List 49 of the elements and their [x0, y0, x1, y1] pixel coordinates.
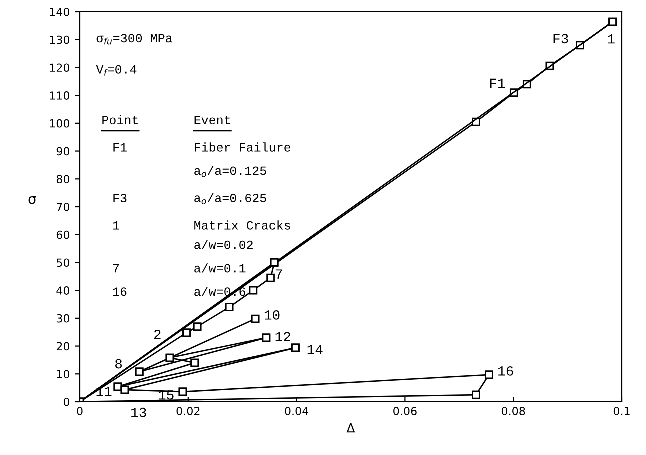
annotation: 7	[276, 270, 282, 279]
y-tick-label: 40	[56, 286, 70, 295]
x-axis-title: Δ	[346, 424, 356, 433]
x-tick-label: 0	[77, 407, 83, 416]
x-tick-label: 0.02	[176, 407, 200, 416]
y-tick-label: 120	[50, 64, 70, 72]
x-tick-label: 0.1	[614, 407, 630, 416]
annotation: 16	[113, 288, 127, 296]
annotation: Fiber Failure	[195, 142, 291, 152]
annotation: a/w=0.02	[194, 240, 253, 250]
annotation: F3	[114, 194, 127, 203]
annotation: 12	[276, 332, 290, 342]
y-axis-title: σ	[28, 196, 36, 204]
annotation: 16	[498, 366, 514, 376]
annotation: F3	[554, 34, 568, 44]
y-tick-label: 140	[50, 8, 70, 16]
y-tick-label: 70	[57, 202, 70, 212]
y-tick-label: 20	[56, 342, 70, 351]
y-tick-label: 110	[50, 92, 70, 100]
annotation: 14	[308, 345, 323, 354]
y-tick-label: 10	[57, 370, 70, 379]
annotation: 8	[116, 359, 122, 369]
y-tick-label: 80	[56, 175, 70, 184]
annotation: 2	[154, 330, 161, 340]
annotation: Event	[194, 116, 230, 125]
y-tick-label: 90	[56, 147, 70, 156]
y-tick-label: 30	[56, 314, 70, 323]
annotation: F1	[490, 78, 506, 88]
annotation: 10	[264, 310, 280, 320]
annotation: σ$_{fu}$=300 MPa	[96, 34, 172, 45]
x-tick-label: 0.08	[502, 407, 526, 416]
y-tick-label: 0	[64, 398, 70, 406]
y-tick-label: 50	[56, 258, 70, 268]
annotation: V$_{f}$=0.4	[96, 65, 137, 76]
annotation: F1	[114, 144, 127, 152]
y-tick-label: 60	[56, 230, 70, 240]
x-tick-label: 0.04	[285, 407, 309, 416]
annotation: Point	[102, 115, 138, 125]
annotation: a$_{o}$/a=0.625	[194, 193, 266, 205]
annotation: a$_{o}$/a=0.125	[194, 166, 266, 178]
annotation: a/w=0.1	[194, 264, 246, 273]
x-tick-label: 0.06	[394, 407, 417, 416]
y-tick-label: 100	[50, 119, 70, 128]
annotation: Matrix Cracks	[194, 220, 290, 230]
y-tick-label: 130	[50, 36, 70, 44]
annotation: 1	[608, 34, 615, 44]
annotation: 13	[132, 408, 146, 418]
annotation: 7	[113, 264, 120, 273]
annotation: 1	[113, 222, 120, 230]
